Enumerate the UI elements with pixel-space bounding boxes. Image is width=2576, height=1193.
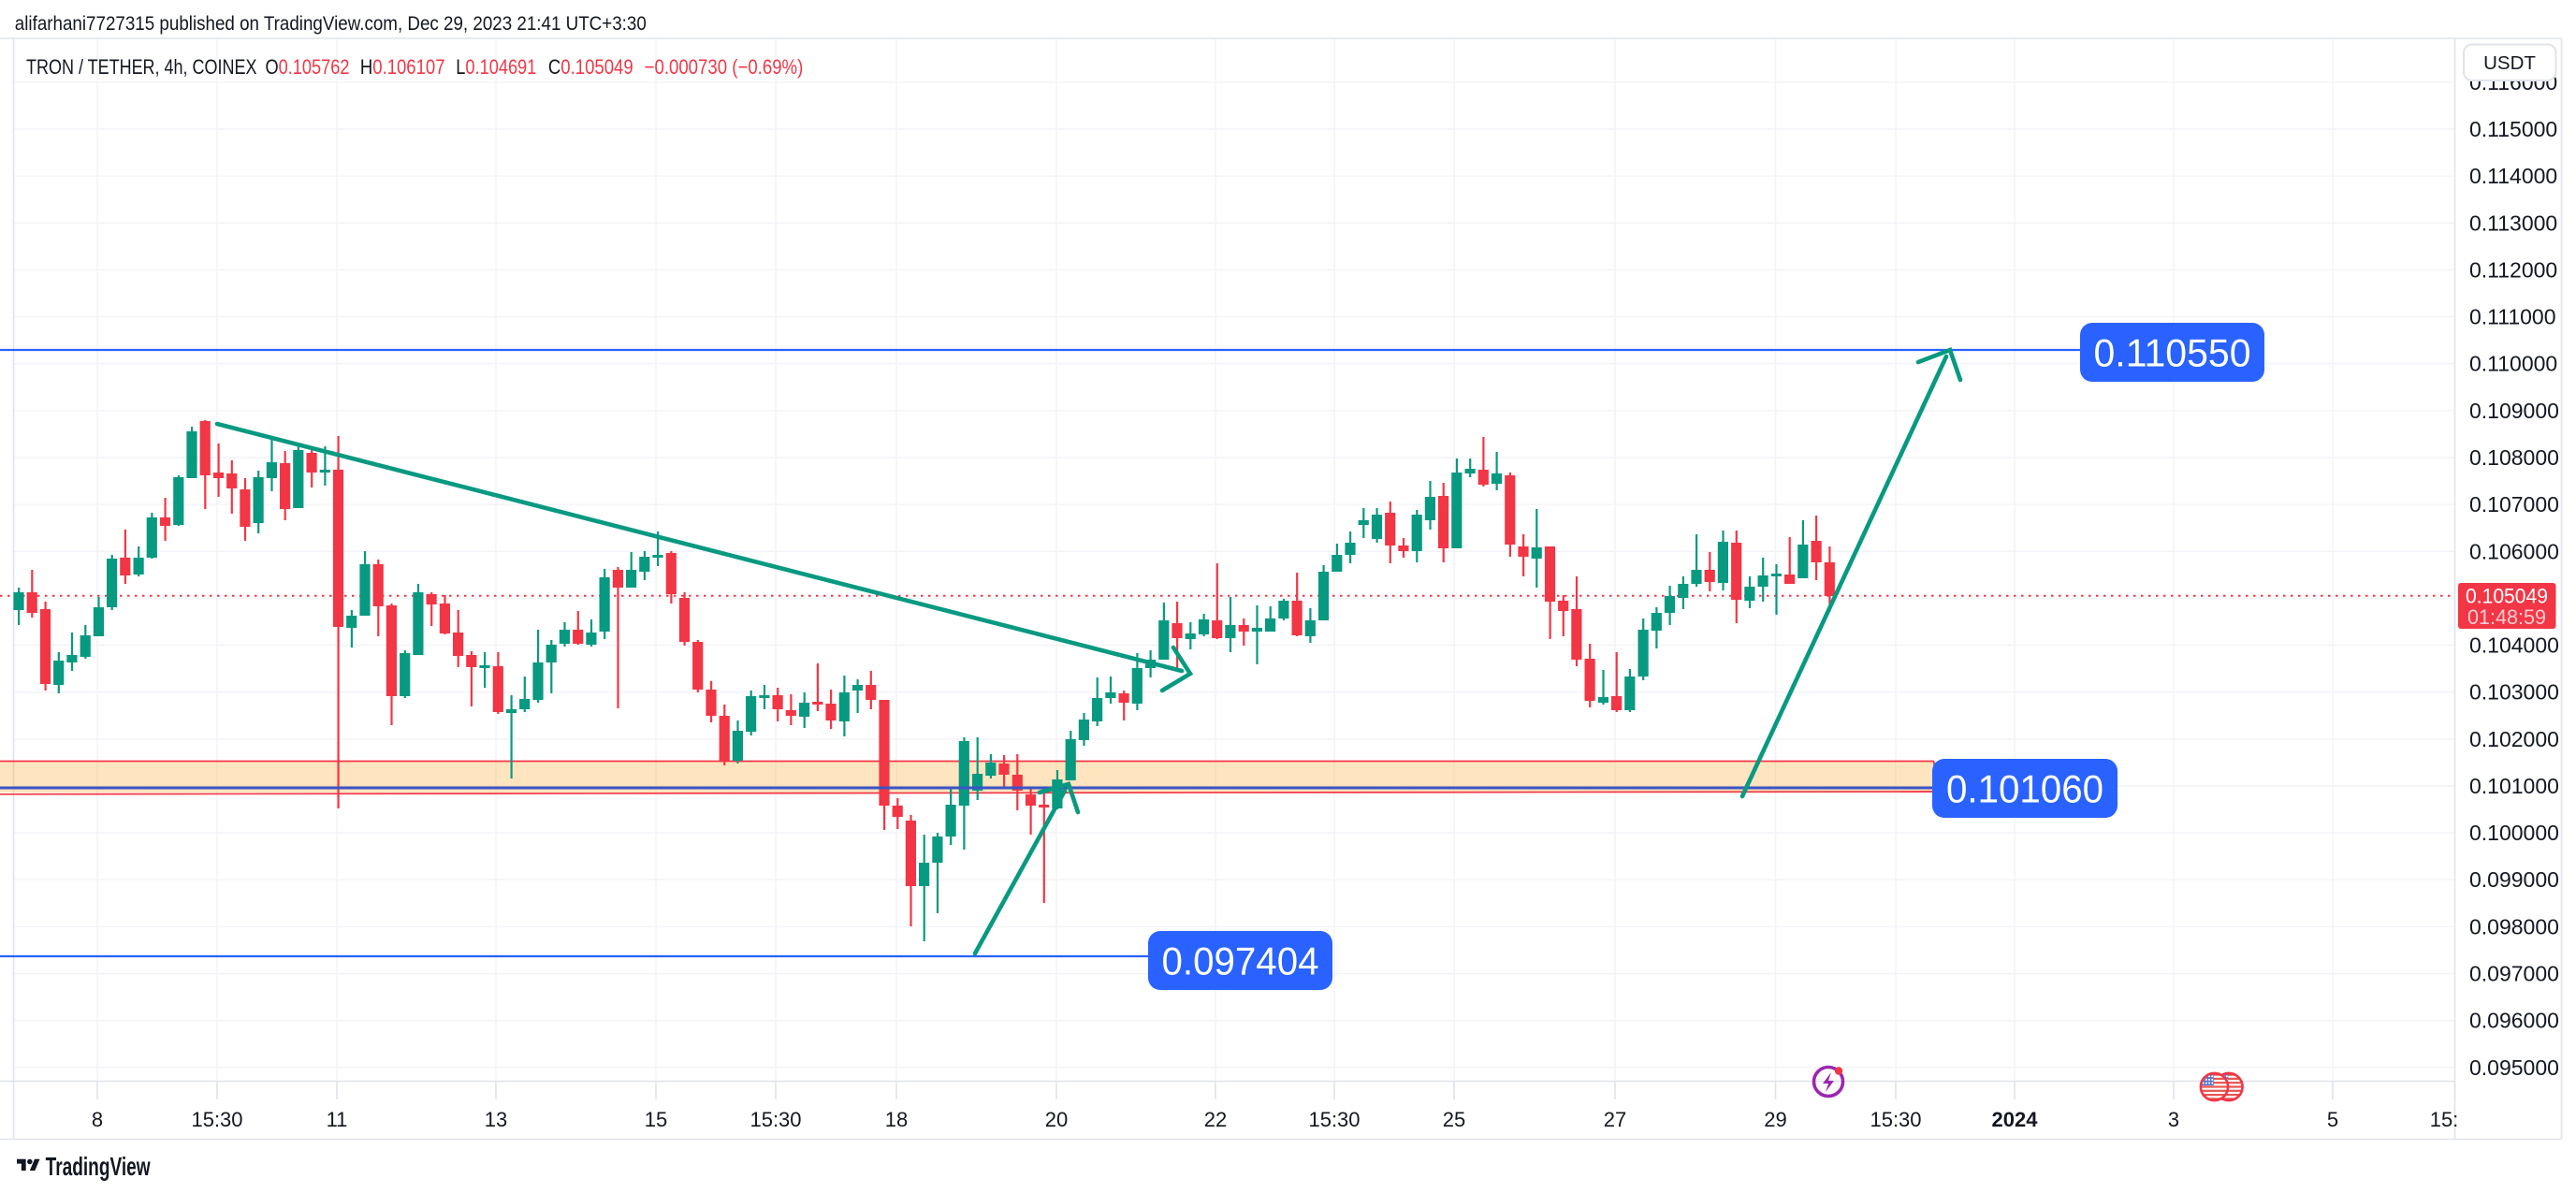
svg-text:−0.000730 (−0.69%): −0.000730 (−0.69%)	[645, 55, 804, 79]
svg-text:25: 25	[1443, 1108, 1465, 1131]
svg-text:0.106000: 0.106000	[2469, 539, 2559, 563]
svg-text:O0.105762: O0.105762	[266, 55, 350, 79]
svg-text:15:30: 15:30	[750, 1108, 801, 1131]
svg-text:15: 15	[645, 1108, 667, 1131]
svg-text:USDT: USDT	[2483, 52, 2536, 74]
svg-text:0.098000: 0.098000	[2469, 914, 2559, 938]
svg-text:0.105049: 0.105049	[2466, 585, 2548, 608]
svg-text:15:: 15:	[2430, 1108, 2459, 1131]
svg-text:alifarhani7727315 published on: alifarhani7727315 published on TradingVi…	[15, 12, 647, 35]
svg-text:0.097404: 0.097404	[1162, 939, 1319, 983]
svg-text:0.108000: 0.108000	[2469, 445, 2559, 470]
svg-text:8: 8	[92, 1108, 103, 1131]
svg-text:0.115000: 0.115000	[2469, 117, 2557, 141]
svg-text:0.102000: 0.102000	[2469, 727, 2559, 751]
svg-text:15:30: 15:30	[1870, 1108, 1921, 1131]
svg-text:H0.106107: H0.106107	[360, 55, 445, 79]
svg-text:0.111000: 0.111000	[2469, 305, 2556, 329]
svg-text:27: 27	[1604, 1108, 1626, 1131]
svg-text:0.100000: 0.100000	[2469, 821, 2559, 845]
svg-text:15:30: 15:30	[1308, 1108, 1360, 1131]
svg-text:C0.105049: C0.105049	[548, 55, 633, 79]
svg-text:11: 11	[327, 1108, 348, 1131]
svg-text:13: 13	[485, 1108, 507, 1131]
svg-text:2024: 2024	[1992, 1108, 2039, 1131]
svg-text:01:48:59: 01:48:59	[2467, 605, 2546, 629]
svg-text:0.103000: 0.103000	[2469, 680, 2559, 705]
svg-text:0.095000: 0.095000	[2469, 1055, 2559, 1080]
svg-text:0.096000: 0.096000	[2469, 1009, 2559, 1033]
svg-text:0.114000: 0.114000	[2469, 164, 2557, 188]
svg-text:0.109000: 0.109000	[2469, 399, 2559, 423]
svg-text:TRON / TETHER, 4h, COINEX: TRON / TETHER, 4h, COINEX	[26, 55, 257, 79]
svg-text:0.101000: 0.101000	[2469, 774, 2559, 798]
svg-text:0.107000: 0.107000	[2469, 492, 2559, 516]
svg-text:0.101060: 0.101060	[1946, 767, 2103, 811]
svg-text:22: 22	[1204, 1108, 1227, 1131]
svg-text:TradingView: TradingView	[46, 1152, 151, 1181]
svg-text:0.112000: 0.112000	[2469, 257, 2557, 282]
svg-text:0.097000: 0.097000	[2469, 962, 2559, 986]
svg-text:0.110000: 0.110000	[2469, 352, 2557, 376]
svg-text:0.113000: 0.113000	[2469, 211, 2557, 235]
svg-text:29: 29	[1764, 1108, 1786, 1131]
svg-text:0.110550: 0.110550	[2094, 331, 2251, 375]
svg-text:5: 5	[2327, 1108, 2338, 1131]
svg-text:L0.104691: L0.104691	[456, 55, 536, 79]
svg-text:0.104000: 0.104000	[2469, 633, 2559, 658]
svg-text:15:30: 15:30	[191, 1108, 242, 1131]
svg-text:20: 20	[1045, 1108, 1068, 1131]
svg-text:18: 18	[885, 1108, 908, 1131]
svg-text:3: 3	[2168, 1108, 2179, 1131]
svg-text:0.099000: 0.099000	[2469, 867, 2559, 892]
